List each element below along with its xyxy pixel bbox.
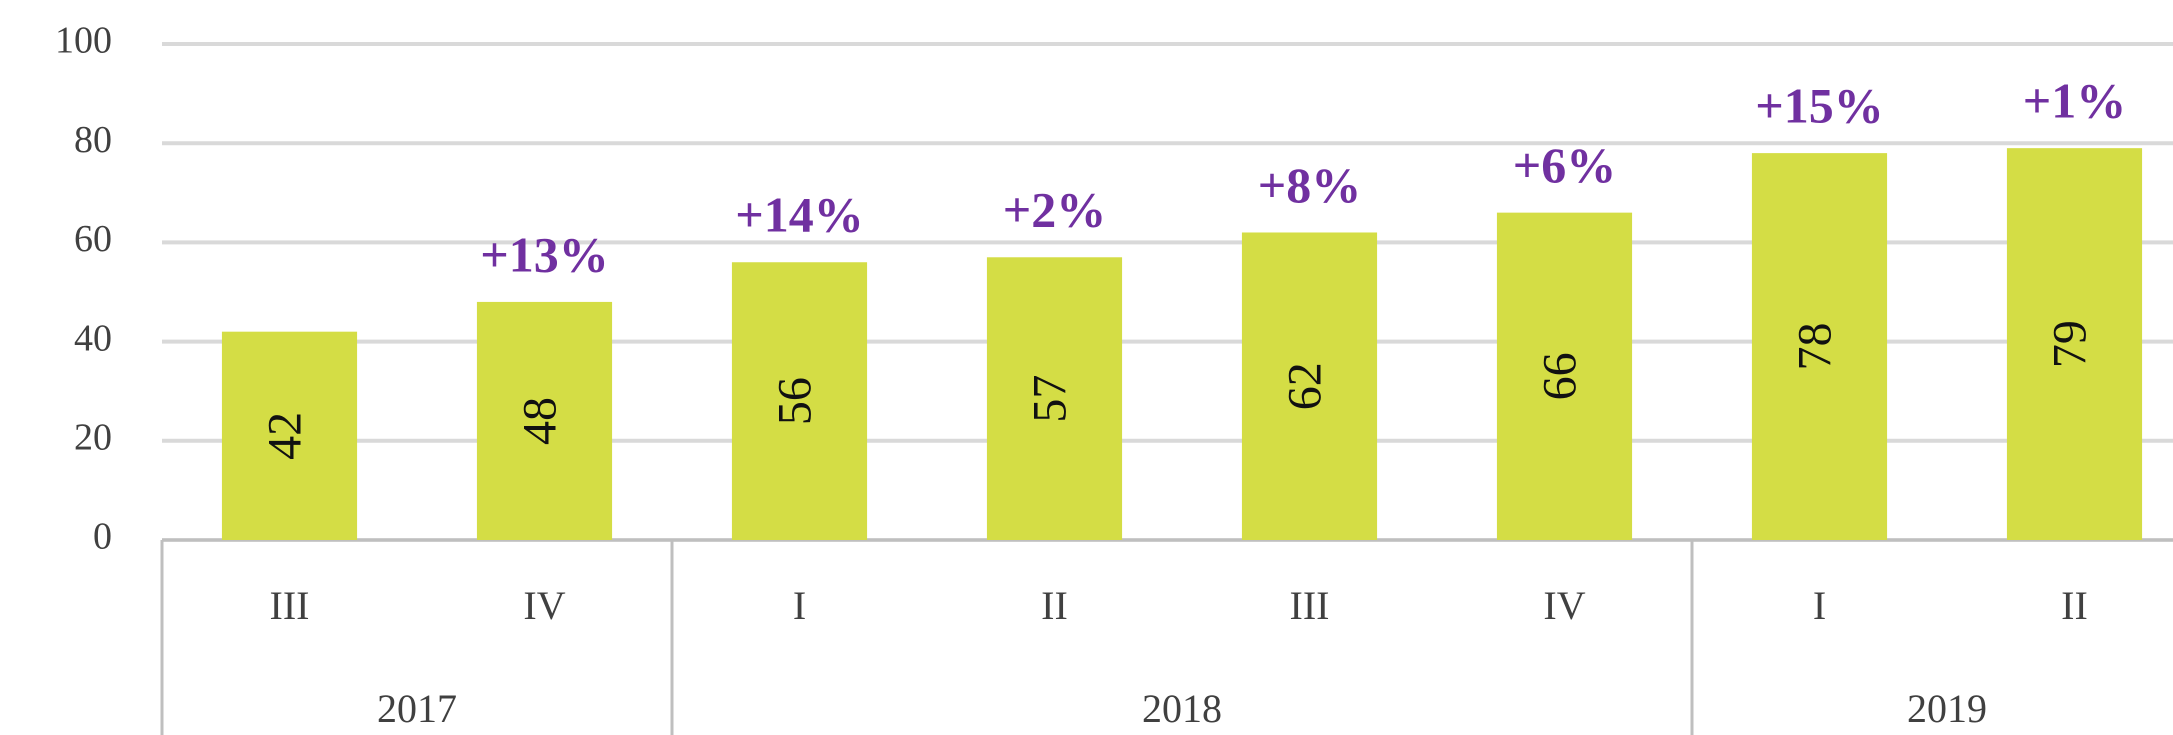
x-tick-label: II [1041,583,1068,628]
y-tick-label: 60 [74,218,112,260]
bar [986,257,1123,540]
growth-label: +13% [480,226,609,282]
x-tick-label: III [270,583,310,628]
y-tick-label: 40 [74,317,112,359]
bar [1241,232,1378,541]
y-tick-label: 100 [55,20,112,62]
data-label: 66 [1534,352,1587,400]
group-label: 2019 [1907,686,1987,731]
data-label: 78 [1789,323,1842,371]
data-label: 56 [769,377,822,425]
x-tick-label: III [1290,583,1330,628]
data-label: 79 [2044,320,2097,368]
x-tick-label: IV [1543,583,1585,628]
growth-label: +14% [735,187,864,243]
growth-label: +6% [1513,137,1617,193]
bar [2006,148,2143,540]
growth-label: +15% [1755,78,1884,134]
data-label: 48 [514,397,567,445]
y-tick-label: 0 [93,516,112,558]
bar [731,262,868,540]
data-label: 57 [1024,375,1077,423]
growth-label: +1% [2023,73,2127,129]
x-tick-label: I [793,583,806,628]
bar [1496,212,1633,540]
data-label: 42 [259,412,312,460]
bar [221,331,358,540]
group-label: 2018 [1142,686,1222,731]
bar [1751,153,1888,540]
y-tick-label: 20 [74,417,112,459]
y-tick-label: 80 [74,119,112,161]
x-tick-label: II [2061,583,2088,628]
growth-label: +8% [1258,157,1362,213]
group-label: 2017 [377,686,457,731]
x-tick-label: I [1813,583,1826,628]
growth-label: +2% [1003,182,1107,238]
data-label: 62 [1279,362,1332,410]
bar [476,301,613,540]
x-tick-label: IV [523,583,565,628]
